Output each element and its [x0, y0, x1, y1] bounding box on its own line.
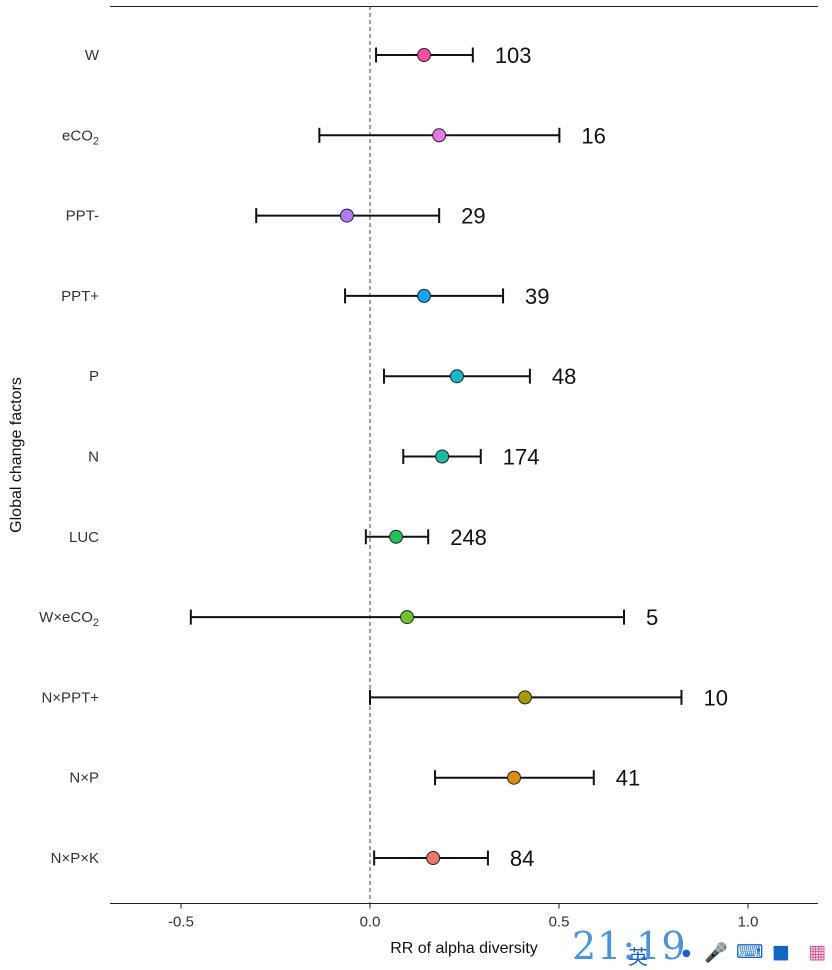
category-label: W×eCO2	[39, 609, 99, 629]
sample-size-label: 16	[581, 123, 605, 148]
x-axis-title: RR of alpha diversity	[390, 940, 538, 957]
mean-point	[426, 851, 441, 865]
mean-point	[432, 128, 447, 143]
row-n-ppt+: N×PPT+ 10	[41, 685, 727, 710]
y-axis-title: Global change factors	[8, 377, 25, 533]
category-label: N×PPT+	[41, 689, 99, 706]
microphone-icon[interactable]: 🎤	[704, 942, 728, 964]
category-label: W	[85, 47, 100, 64]
row-ppt-: PPT- 29	[66, 204, 486, 229]
row-p: P 48	[89, 364, 576, 389]
ime-language-icon[interactable]: 英	[628, 945, 648, 969]
row-w: W 103	[85, 43, 532, 68]
category-label: PPT+	[61, 288, 99, 305]
sample-size-label: 48	[552, 364, 576, 389]
clock-readout: 21:19	[572, 924, 687, 968]
row-n-p: N×P 41	[69, 766, 640, 791]
mean-point	[417, 48, 432, 62]
shirt-icon[interactable]: ■	[772, 941, 790, 963]
category-label: eCO2	[62, 127, 99, 147]
keyboard-icon[interactable]: ⌨	[736, 941, 764, 963]
sample-size-label: 248	[450, 525, 487, 550]
mean-point	[339, 208, 354, 223]
ime-status-overlay: 21:19 英 ● 🎤 ⌨ ■ ▦	[566, 924, 832, 969]
row-n: N 174	[88, 445, 539, 470]
category-label: N×P×K	[51, 850, 99, 867]
sample-size-label: 174	[503, 445, 540, 470]
dot-icon: ●	[682, 948, 691, 959]
plot-frame	[110, 6, 818, 904]
mean-point	[517, 690, 532, 705]
sample-size-label: 84	[510, 846, 534, 871]
mean-point	[435, 449, 450, 464]
row-eco2: eCO2 16	[62, 123, 606, 148]
category-label: P	[89, 368, 99, 385]
apps-icon[interactable]: ▦	[808, 941, 826, 963]
category-label: N	[88, 449, 99, 466]
row-ppt+: PPT+ 39	[61, 284, 549, 309]
category-label: PPT-	[66, 208, 99, 225]
mean-point	[417, 288, 432, 303]
sample-size-label: 41	[616, 766, 640, 791]
x-tick-label: 0.5	[549, 914, 570, 931]
category-label: LUC	[69, 529, 99, 546]
category-label: N×P	[69, 770, 99, 787]
x-tick-label: 0.0	[360, 914, 381, 931]
sample-size-label: 39	[525, 284, 549, 309]
x-tick-label: 1.0	[738, 914, 759, 931]
sample-size-label: 10	[703, 685, 727, 710]
mean-point	[389, 529, 404, 544]
row-n-p-k: N×P×K 84	[51, 846, 535, 871]
sample-size-label: 5	[646, 605, 658, 630]
sample-size-label: 29	[461, 204, 485, 229]
row-w-eco2: W×eCO2 5	[39, 605, 658, 630]
mean-point	[449, 369, 464, 384]
x-tick-label: -0.5	[168, 914, 194, 931]
mean-point	[400, 610, 415, 625]
sample-size-label: 103	[495, 43, 532, 68]
row-luc: LUC 248	[69, 525, 487, 550]
mean-point	[507, 770, 522, 785]
